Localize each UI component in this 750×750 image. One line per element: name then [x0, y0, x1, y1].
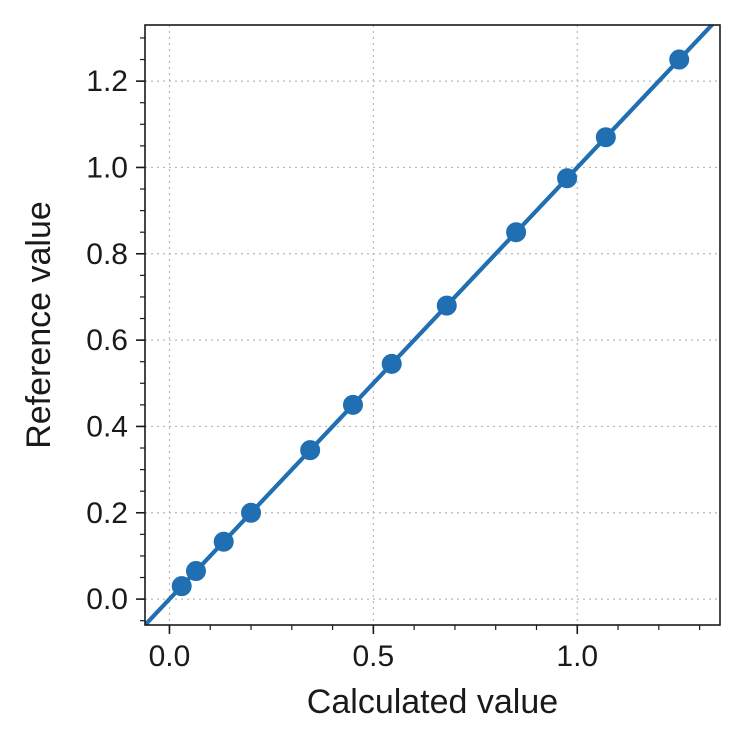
x-axis-label: Calculated value	[307, 683, 558, 721]
data-point	[242, 503, 261, 522]
y-tick-label: 1.0	[86, 151, 128, 184]
chart-svg: 0.0 0.5 1.0 Calculated value 0.0 0.2 0.4 0.6 0.8…	[0, 0, 750, 750]
data-point	[172, 577, 191, 596]
data-point	[507, 223, 526, 242]
data-point	[670, 50, 689, 69]
scatter-chart: 0.0 0.5 1.0 Calculated value 0.0 0.2 0.4 0.6 0.8…	[0, 0, 750, 750]
data-point	[437, 296, 456, 315]
data-point	[214, 532, 233, 551]
y-tick-label: 0.0	[86, 583, 128, 616]
y-tick-label: 1.2	[86, 65, 128, 98]
y-axis-label: Reference value	[20, 201, 58, 449]
y-tick-label: 0.4	[86, 410, 128, 443]
y-tick-label: 0.8	[86, 238, 128, 271]
y-tick-label: 0.6	[86, 324, 128, 357]
data-point	[382, 354, 401, 373]
data-point	[596, 128, 615, 147]
y-tick-label: 0.2	[86, 497, 128, 530]
data-point	[186, 562, 205, 581]
x-tick-label: 0.5	[353, 640, 395, 673]
data-point	[301, 441, 320, 460]
data-point	[558, 169, 577, 188]
x-tick-label: 1.0	[556, 640, 598, 673]
x-tick-label: 0.0	[149, 640, 191, 673]
data-point	[343, 395, 362, 414]
